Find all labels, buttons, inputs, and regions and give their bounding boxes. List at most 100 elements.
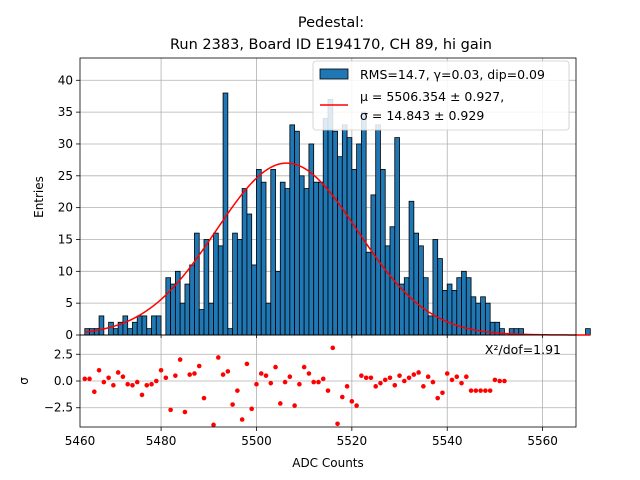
histogram-bar xyxy=(351,169,358,336)
residual-point xyxy=(392,382,398,388)
residual-point xyxy=(444,371,450,376)
histogram-y-ticks: 0 5 10 15 20 25 30 35 40 xyxy=(58,73,80,342)
histogram-bar xyxy=(141,315,148,336)
residual-point xyxy=(235,388,240,393)
histogram-bar xyxy=(284,188,291,336)
histogram-bar xyxy=(213,232,219,336)
y-tick-label: 15 xyxy=(58,232,73,246)
histogram-bar xyxy=(484,302,491,336)
residual-point xyxy=(130,382,135,388)
histogram-bar xyxy=(122,315,129,336)
histogram-bar xyxy=(179,302,186,336)
y-axis-label: Entries xyxy=(32,176,46,218)
histogram-bar xyxy=(275,270,281,336)
histogram-bar xyxy=(384,245,391,336)
y-tick-label: 20 xyxy=(58,201,73,215)
histogram-bar xyxy=(480,296,486,336)
residual-point xyxy=(196,363,202,369)
legend-fit-label-1: μ = 5506.354 ± 0.927, xyxy=(360,89,504,104)
residual-point xyxy=(125,381,130,387)
histogram-bar xyxy=(341,124,348,336)
histogram-bar xyxy=(194,232,200,336)
residual-point xyxy=(163,375,169,381)
histogram-bar xyxy=(422,277,429,336)
residual-point xyxy=(435,395,440,401)
residual-point xyxy=(292,403,297,408)
residual-y-ticks: −2.5 0.0 2.5 xyxy=(44,347,80,415)
histogram-bar xyxy=(437,258,443,336)
histogram-bar xyxy=(370,194,377,336)
legend: RMS=14.7, γ=0.03, dip=0.09 μ = 5506.354 … xyxy=(312,60,570,131)
residual-point xyxy=(411,372,417,377)
residual-point xyxy=(244,361,250,367)
residual-points xyxy=(82,345,507,428)
histogram-bar xyxy=(236,239,243,336)
residual-point xyxy=(249,406,254,412)
residual-point xyxy=(96,368,102,373)
y-tick-label: 40 xyxy=(58,73,73,87)
residual-y-tick-label: 2.5 xyxy=(54,347,73,361)
residual-point xyxy=(111,382,116,388)
chi2-label: X²/dof=1.91 xyxy=(485,342,561,357)
residual-point xyxy=(82,376,88,382)
residual-point xyxy=(416,370,421,375)
histogram-bar xyxy=(170,283,176,336)
histogram-bar xyxy=(132,321,138,336)
histogram-bar xyxy=(337,156,343,336)
histogram-bar xyxy=(127,328,133,336)
histogram-bar xyxy=(322,118,329,336)
residual-point xyxy=(335,421,340,427)
histogram-bar xyxy=(184,283,191,336)
histogram-bar xyxy=(289,124,296,336)
residual-point xyxy=(134,379,140,385)
residual-point xyxy=(225,369,231,374)
residual-point xyxy=(421,384,426,389)
residual-point xyxy=(149,381,154,387)
residual-point xyxy=(325,388,331,393)
residual-point xyxy=(402,378,407,384)
residual-point xyxy=(311,379,316,385)
y-tick-label: 0 xyxy=(65,328,73,342)
histogram-bar xyxy=(256,169,262,336)
histogram-bar xyxy=(279,181,286,336)
residual-point xyxy=(497,378,502,384)
x-tick-label: 5480 xyxy=(146,434,177,448)
residual-point xyxy=(268,380,274,386)
y-tick-label: 35 xyxy=(58,105,73,119)
histogram-bar xyxy=(442,290,448,336)
residual-point xyxy=(273,364,278,370)
histogram-bar xyxy=(327,98,334,336)
residual-point xyxy=(278,401,283,406)
residual-point xyxy=(340,394,345,400)
residual-point xyxy=(282,379,288,385)
histogram-bar xyxy=(208,302,214,336)
histogram-bar xyxy=(298,175,305,336)
histogram-bar xyxy=(356,143,362,336)
histogram-bar xyxy=(165,277,172,336)
residual-point xyxy=(211,422,216,428)
histogram-bar xyxy=(241,188,248,336)
histogram-bar xyxy=(403,277,410,336)
histogram-bar xyxy=(136,315,143,336)
residual-point xyxy=(254,381,259,387)
x-tick-label: 5560 xyxy=(527,434,558,448)
histogram-bar xyxy=(446,283,453,336)
residual-point xyxy=(263,373,269,378)
residual-point xyxy=(154,378,159,384)
histogram-bar xyxy=(232,232,238,336)
histogram-bar xyxy=(260,181,267,336)
histogram-bar xyxy=(332,130,338,336)
y-tick-label: 25 xyxy=(58,169,73,183)
residual-point xyxy=(306,371,312,376)
histogram-bar xyxy=(585,328,591,336)
residual-point xyxy=(177,357,183,362)
histogram-bar xyxy=(251,264,257,336)
residual-point xyxy=(464,374,469,380)
histogram-bar xyxy=(227,328,234,336)
residual-point xyxy=(297,381,302,387)
histogram-bar xyxy=(461,270,467,336)
histogram-bar xyxy=(394,137,400,336)
residual-point xyxy=(173,373,178,378)
residual-point xyxy=(425,374,431,380)
